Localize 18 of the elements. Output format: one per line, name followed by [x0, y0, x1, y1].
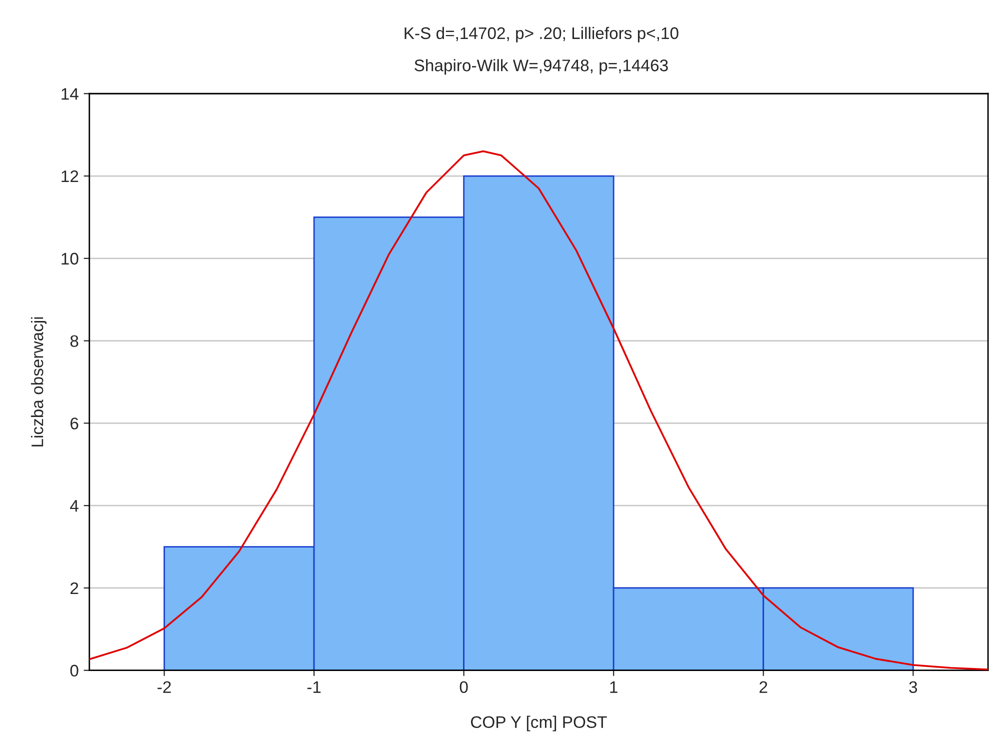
y-tick-label: 4 — [70, 500, 78, 512]
x-tick-label: -1 — [307, 681, 321, 693]
x-axis-title: COP Y [cm] POST — [470, 716, 607, 732]
y-axis-title: Liczba obserwacji — [30, 317, 47, 446]
x-tick-label: 2 — [760, 681, 768, 693]
y-tick-label: 6 — [70, 418, 78, 430]
y-tick-label: 10 — [62, 252, 78, 265]
y-tick-label: 14 — [62, 88, 78, 100]
y-tick-label: 8 — [70, 335, 78, 347]
x-tick-label: 3 — [909, 681, 918, 694]
x-tick-label: 0 — [460, 681, 468, 694]
x-tick-label: -2 — [158, 681, 171, 693]
chart-title: K-S d=,14702, p> .20; Lilliefors p<,10 — [404, 26, 678, 42]
y-tick-label: 12 — [62, 170, 78, 182]
x-tick-label: 1 — [610, 681, 618, 693]
y-tick-label: 0 — [70, 664, 78, 677]
y-tick-label: 2 — [70, 582, 78, 594]
chart-subtitle: Shapiro-Wilk W=,94748, p=,14463 — [414, 59, 668, 75]
